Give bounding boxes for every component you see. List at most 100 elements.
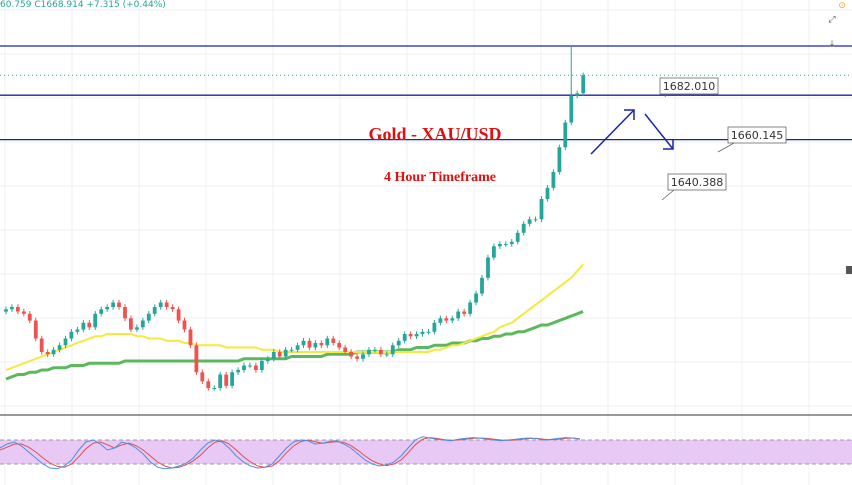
candle-body [367, 349, 371, 355]
level-label: 1682.010 [663, 80, 716, 93]
ohlc-readout: 60.759 C1668.914 +7.315 (+0.44%) [0, 0, 166, 10]
horizontal-levels [0, 45, 852, 141]
candle-body [319, 343, 324, 346]
candle-body [349, 352, 353, 357]
candle-body [438, 318, 443, 323]
candle-body [16, 307, 20, 312]
candle-body [533, 219, 538, 221]
candle-body [117, 302, 121, 307]
candle-body [69, 331, 74, 339]
arrow-down [644, 113, 674, 150]
expand-icon[interactable]: ⤢ [828, 15, 836, 25]
candle-body [271, 352, 276, 359]
candle-body [10, 307, 14, 310]
candle-body [164, 302, 169, 307]
candle-body [408, 334, 413, 337]
callout-leader [664, 93, 667, 98]
level-callout [727, 126, 787, 144]
level-label: 1640.388 [671, 176, 724, 189]
candle-body [206, 381, 211, 389]
candle-body [402, 334, 407, 341]
candle-body [474, 293, 478, 303]
candle-body [158, 302, 163, 307]
candle-body [450, 318, 455, 321]
candle-body [212, 388, 217, 389]
candle-body [373, 349, 377, 351]
candle-body [498, 244, 502, 247]
candle-body [575, 93, 580, 96]
candle-body [557, 147, 562, 173]
candle-body [325, 338, 330, 346]
moving-averages [5, 263, 584, 381]
candle-body [456, 311, 461, 319]
candle-body [295, 345, 300, 350]
candle-body [170, 307, 175, 310]
candle-body [563, 122, 568, 148]
candle-body [105, 307, 110, 310]
candle-body [390, 345, 395, 355]
candle-body [236, 370, 240, 373]
candle-body [480, 277, 484, 294]
candle-body [527, 219, 532, 224]
candle-body [63, 338, 68, 346]
candle-body [129, 318, 133, 330]
candle-body [75, 329, 80, 332]
ma-slow-line [5, 310, 584, 381]
candle-body [45, 352, 50, 355]
arrow-up-head [624, 109, 635, 120]
candle-body [140, 320, 145, 328]
candle-body [444, 318, 449, 321]
candle-body [361, 354, 365, 359]
candle-body [152, 307, 157, 314]
candle-body [462, 311, 467, 314]
candle-body [343, 347, 348, 352]
level-callout [659, 77, 719, 95]
candle-body [420, 331, 425, 335]
candle-body [248, 365, 252, 367]
candle-body [396, 340, 401, 346]
candle-body [176, 309, 181, 321]
callout-leader [661, 189, 675, 201]
candle-body [218, 374, 223, 388]
candle-body [426, 331, 431, 333]
candle-body [283, 349, 288, 357]
candle-body [135, 327, 139, 330]
candle-body [99, 309, 104, 314]
chart-title: Gold - XAU/USD [368, 124, 501, 144]
candle-body [146, 313, 151, 321]
price-scale-marker [846, 266, 852, 274]
candle-body [509, 241, 514, 245]
candle-body [313, 343, 318, 348]
chart-subtitle: 4 Hour Timeframe [384, 170, 496, 185]
candle-body [200, 372, 205, 382]
candle-body [569, 95, 574, 123]
candle-body [265, 358, 270, 362]
candle-body [355, 356, 359, 359]
candle-body [539, 199, 544, 220]
level-callout [667, 173, 727, 191]
collapse-icon[interactable]: ⤓ [830, 39, 834, 49]
candle-body [33, 320, 38, 339]
candle-body [414, 334, 419, 337]
candle-body [545, 187, 550, 200]
ma-fast-line [5, 263, 584, 371]
candle-body [331, 338, 336, 343]
candle-body [551, 172, 556, 188]
annotations: Gold - XAU/USD 4 Hour Timeframe 1682.010 16… [368, 77, 852, 274]
candle-body [81, 322, 86, 330]
candle-body [260, 361, 264, 370]
arrow-down-head [663, 139, 674, 150]
candle-body [301, 340, 306, 346]
candle-body [51, 349, 56, 355]
candle-body [581, 75, 586, 94]
candle-body [123, 307, 127, 319]
candle-body [188, 329, 193, 346]
alert-icon[interactable]: ⊙ [838, 1, 846, 11]
candle-body [521, 223, 526, 233]
candle-body [486, 257, 490, 278]
arrow-up [590, 109, 635, 155]
candle-body [224, 374, 229, 386]
candle-body [289, 349, 294, 351]
